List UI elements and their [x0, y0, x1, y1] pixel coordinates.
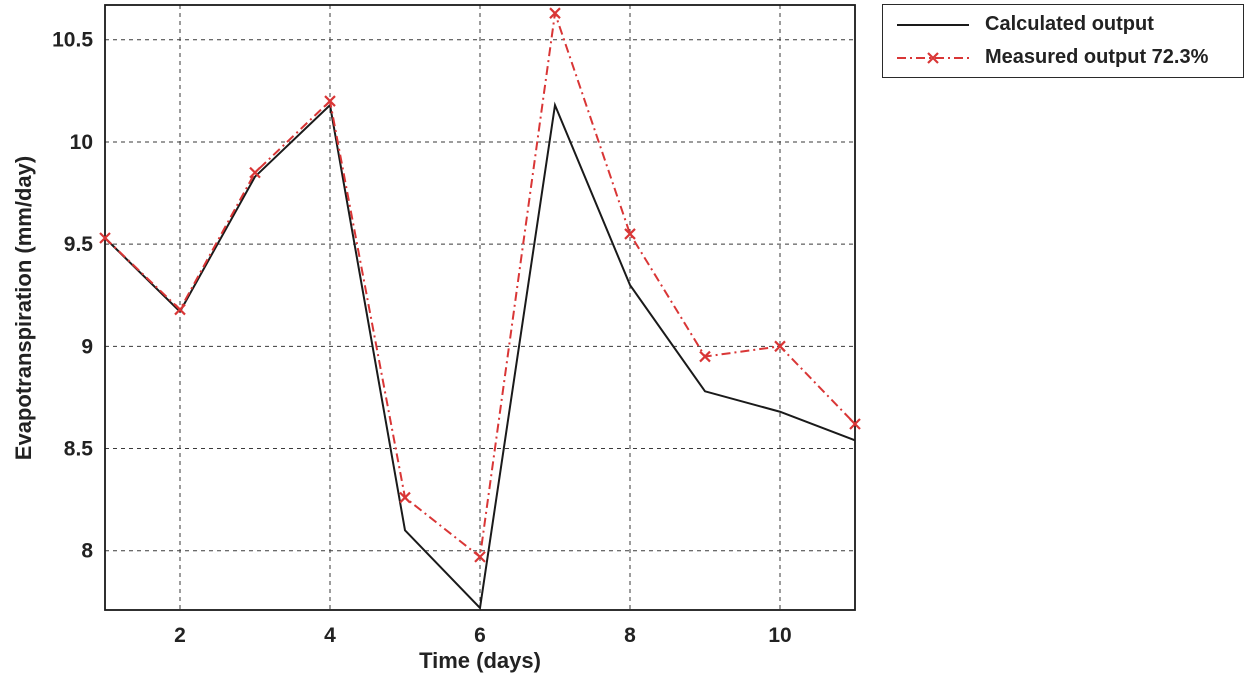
measured-x-marker-icon [624, 228, 636, 240]
legend-label-measured: Measured output 72.3% [985, 46, 1209, 68]
measured-x-marker-icon [774, 340, 786, 353]
x-axis-label: Time (days) [419, 648, 541, 673]
legend-item-calculated: Calculated output [893, 13, 1233, 36]
legend: Calculated output Measured output 72.3% [882, 4, 1244, 78]
y-tick-label: 10 [70, 131, 93, 154]
x-tick-label: 8 [624, 624, 636, 647]
measured-x-marker-icon [399, 491, 411, 504]
x-tick-label: 4 [324, 624, 336, 647]
x-tick-label: 2 [174, 624, 186, 647]
calculated-line [104, 101, 856, 611]
measured-x-marker-icon [474, 551, 486, 563]
y-tick-label: 8 [81, 540, 93, 563]
measured-x-marker-icon [324, 95, 336, 107]
y-axis-label: Evapotranspiration (mm/day) [11, 155, 36, 461]
measured-line-sample [897, 51, 969, 64]
y-tick-label: 8.5 [64, 438, 94, 461]
measured-x-marker-icon [699, 350, 711, 363]
x-tick-label: 10 [768, 624, 791, 647]
measured-x-marker-icon [99, 232, 111, 244]
measured-x-marker-icon [249, 166, 261, 179]
y-tick-label: 10.5 [52, 29, 93, 52]
y-tick-label: 9 [81, 335, 93, 358]
measured-x-marker-icon [849, 418, 861, 430]
y-tick-label: 9.5 [64, 233, 94, 256]
plot-border [104, 4, 856, 611]
calculated-line-sample [897, 23, 969, 26]
legend-item-measured: Measured output 72.3% [893, 46, 1233, 69]
x-tick-label: 6 [474, 624, 486, 647]
measured-x-marker-icon [549, 7, 561, 19]
legend-label-calculated: Calculated output [985, 13, 1154, 35]
measured-x-marker-icon [174, 303, 186, 316]
measured-sample-x-marker-icon [927, 51, 939, 64]
